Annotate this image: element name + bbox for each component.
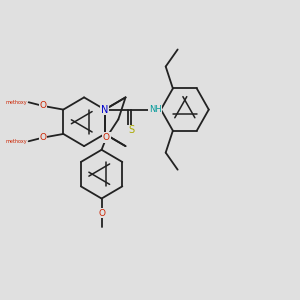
- Text: NH: NH: [149, 105, 161, 114]
- Text: methoxy: methoxy: [6, 100, 27, 105]
- Text: N: N: [101, 105, 109, 115]
- Text: O: O: [40, 133, 46, 142]
- Text: O: O: [98, 209, 105, 218]
- Text: methoxy: methoxy: [6, 139, 27, 144]
- Text: S: S: [128, 125, 134, 135]
- Text: O: O: [103, 133, 110, 142]
- Text: O: O: [40, 101, 46, 110]
